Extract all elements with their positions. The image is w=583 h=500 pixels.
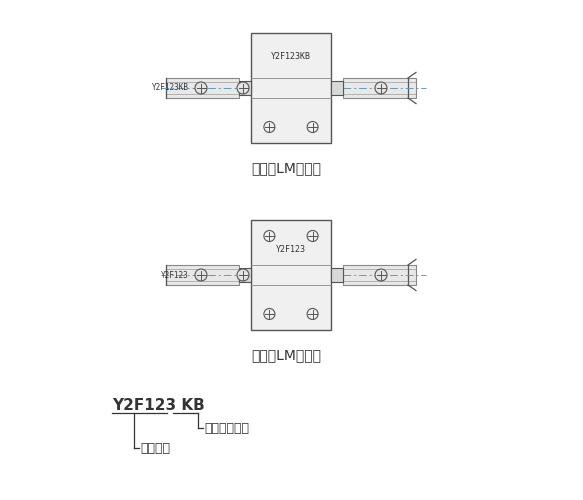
Text: 基準傑マーク: 基準傑マーク [204, 422, 249, 434]
Bar [251, 33, 331, 143]
Bar [343, 78, 416, 98]
Bar [251, 220, 331, 330]
Bar [239, 81, 251, 95]
Bar [239, 268, 251, 282]
Bar [343, 265, 416, 285]
Circle shape [195, 269, 207, 281]
Circle shape [307, 230, 318, 241]
Circle shape [195, 82, 207, 94]
Circle shape [264, 230, 275, 241]
Circle shape [237, 269, 249, 281]
Circle shape [307, 308, 318, 320]
Bar [166, 78, 239, 98]
Text: Y2F123: Y2F123 [276, 244, 306, 254]
Circle shape [375, 269, 387, 281]
Bar [331, 268, 343, 282]
Text: Y2F123: Y2F123 [161, 270, 189, 280]
Circle shape [307, 122, 318, 132]
Text: 製造番号: 製造番号 [140, 442, 170, 454]
Bar [166, 265, 239, 285]
Circle shape [264, 308, 275, 320]
Text: Y2F123 KB: Y2F123 KB [112, 398, 205, 413]
Circle shape [264, 122, 275, 132]
Circle shape [237, 82, 249, 94]
Text: Y2F123KB: Y2F123KB [271, 52, 311, 60]
Text: 基準傑LMガイド: 基準傑LMガイド [251, 161, 321, 175]
Bar [331, 81, 343, 95]
Text: 従動傑LMガイド: 従動傑LMガイド [251, 348, 321, 362]
Text: Y2F123KB: Y2F123KB [152, 84, 189, 92]
Circle shape [375, 82, 387, 94]
